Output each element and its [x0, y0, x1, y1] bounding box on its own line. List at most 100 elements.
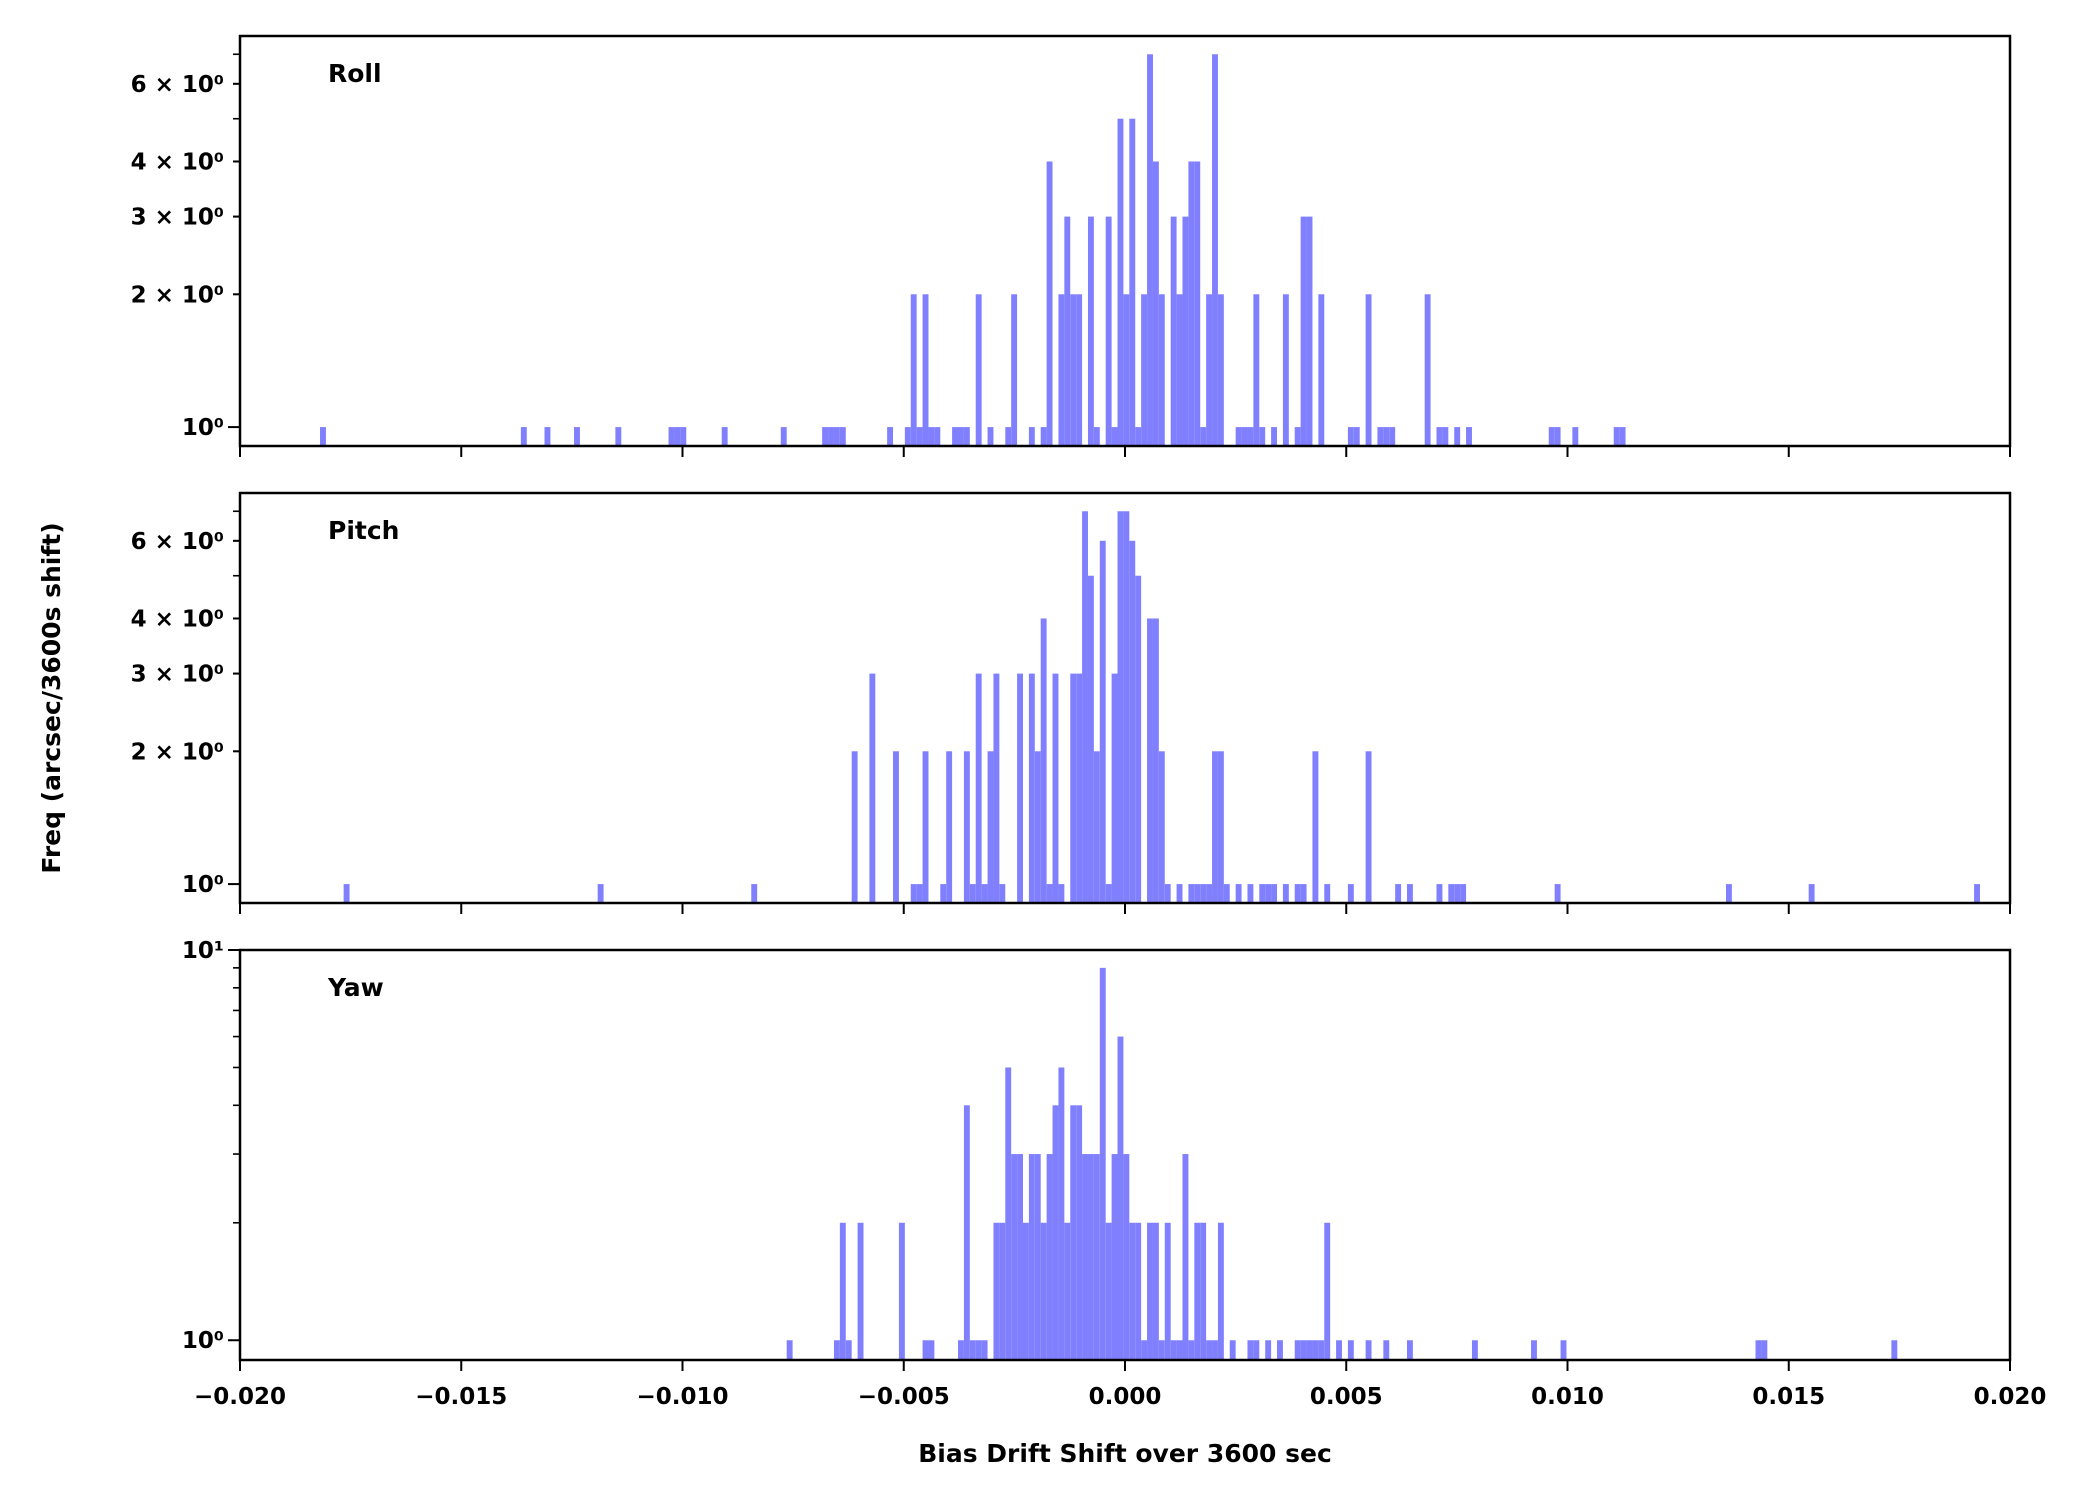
x-tick-label: −0.005: [858, 1384, 950, 1410]
histogram-bar: [1212, 54, 1218, 446]
histogram-bar: [1046, 161, 1053, 447]
histogram-bar: [1158, 294, 1165, 446]
histogram-bar: [1028, 1154, 1035, 1360]
y-tick-label: 4 × 10⁰: [131, 149, 224, 175]
histogram-bar: [1454, 427, 1461, 446]
histogram-bar: [1129, 1222, 1136, 1360]
histogram-bar: [1755, 1340, 1762, 1360]
histogram-bar: [1554, 884, 1561, 903]
histogram-bar: [1082, 511, 1088, 903]
histogram-bar: [1318, 294, 1325, 446]
histogram-bar: [1017, 1154, 1023, 1360]
histogram-bar: [1147, 54, 1153, 446]
histogram-bar: [1123, 1154, 1130, 1360]
y-tick-label: 3 × 10⁰: [131, 662, 224, 688]
y-tick-label: 10⁰: [182, 872, 224, 898]
histogram-bar: [958, 1340, 964, 1360]
histogram-bar: [987, 751, 994, 903]
histogram-bar: [910, 884, 917, 903]
histogram-bar: [1087, 1154, 1094, 1360]
histogram-bar: [1217, 1222, 1224, 1360]
histogram-bar: [1082, 1154, 1088, 1360]
histogram-bar: [1235, 884, 1242, 903]
histogram-bar: [869, 673, 876, 903]
histogram-bar: [1188, 884, 1195, 903]
histogram-bar: [1353, 427, 1360, 446]
histogram-bar: [1572, 427, 1579, 446]
histogram-bar: [1891, 1340, 1898, 1360]
histogram-bar: [1099, 540, 1106, 903]
histogram-bar: [1034, 1154, 1041, 1360]
histogram-bar: [1265, 884, 1272, 903]
histogram-bar: [1076, 294, 1083, 446]
histogram-bar: [981, 884, 988, 903]
histogram-bar: [1194, 1222, 1201, 1360]
histogram-bar: [1312, 1340, 1319, 1360]
histogram-bar: [1212, 751, 1218, 903]
histogram-bar: [1206, 1340, 1213, 1360]
panels: 10⁰ 2 × 10⁰ 3 × 10⁰ 4 × 10⁰ 6 × 10⁰ Roll 10⁰ 2 …: [131, 34, 2046, 1410]
histogram-bar: [1383, 427, 1390, 446]
histogram-bar: [1070, 1105, 1077, 1360]
histogram-bar: [1560, 1340, 1567, 1360]
histogram-bar: [1259, 884, 1266, 903]
histogram-bar: [1170, 216, 1177, 446]
histogram-bar: [1141, 294, 1148, 446]
histogram-bar: [910, 294, 917, 446]
histogram-bar: [1282, 884, 1289, 903]
histogram-bar: [1147, 618, 1153, 903]
histogram-bar: [1217, 294, 1224, 446]
histogram-bar: [1383, 1340, 1390, 1360]
histogram-bar: [1347, 427, 1354, 446]
histogram-bar: [857, 1222, 864, 1360]
histogram-bar: [1040, 427, 1047, 446]
histogram-bar: [1217, 751, 1224, 903]
histogram-bar: [1141, 1340, 1148, 1360]
histogram-bar: [1052, 673, 1059, 903]
histogram-bar: [1188, 161, 1195, 447]
histogram-bar: [1324, 884, 1331, 903]
histogram-bar: [1194, 161, 1201, 447]
histogram-bar: [1436, 884, 1443, 903]
histogram-bar: [1223, 884, 1230, 903]
histogram-bar: [1111, 673, 1118, 903]
panel-pitch: 10⁰ 2 × 10⁰ 3 × 10⁰ 4 × 10⁰ 6 × 10⁰ Pitch: [131, 491, 2012, 914]
histogram-bar: [1152, 1222, 1159, 1360]
histogram-bar: [1040, 1222, 1047, 1360]
histogram-bar: [1111, 1154, 1118, 1360]
y-tick-label: 4 × 10⁰: [131, 606, 224, 632]
histogram-bar: [1058, 1067, 1065, 1360]
x-tick-label: −0.015: [415, 1384, 507, 1410]
histogram-bar: [320, 427, 326, 446]
histogram-bar: [916, 427, 923, 446]
histogram-bar: [1306, 1340, 1313, 1360]
x-tick-label: 0.010: [1531, 1384, 1604, 1410]
y-tick-label: 3 × 10⁰: [131, 205, 224, 231]
histogram-bar: [934, 427, 941, 446]
histogram-bar: [833, 427, 840, 446]
histogram-bar: [1064, 1222, 1071, 1360]
histogram-bar: [1105, 1222, 1112, 1360]
histogram-bar: [851, 751, 858, 903]
histogram-bar: [839, 427, 846, 446]
histogram-bar: [1123, 294, 1130, 446]
histogram-bar: [1093, 751, 1100, 903]
histogram-bar: [1011, 1154, 1018, 1360]
x-tick-label: −0.020: [194, 1384, 286, 1410]
histogram-bar: [1761, 1340, 1768, 1360]
histogram-bar: [751, 884, 758, 903]
histogram-bar: [1129, 540, 1136, 903]
histogram-bar: [922, 751, 929, 903]
histogram-bar: [1613, 427, 1620, 446]
histogram-bar: [1247, 427, 1254, 446]
histogram-bar: [1200, 884, 1207, 903]
histogram-bar: [1406, 1340, 1413, 1360]
histogram-bar: [999, 884, 1006, 903]
histogram-bar: [969, 884, 976, 903]
histogram-bar: [1052, 1105, 1059, 1360]
histogram-bar: [1206, 294, 1213, 446]
histogram-bar: [1548, 427, 1555, 446]
histogram-bar: [1022, 1222, 1029, 1360]
histogram-bar: [1046, 1154, 1053, 1360]
histogram-bar: [1253, 294, 1260, 446]
